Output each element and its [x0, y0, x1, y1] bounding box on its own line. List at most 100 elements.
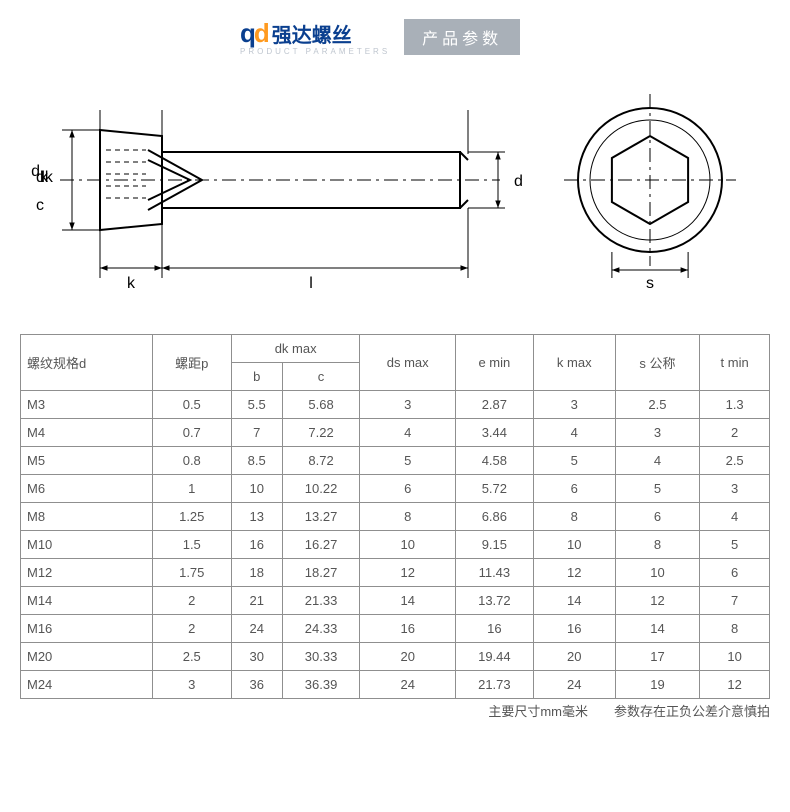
cell-ds: 6 [360, 475, 455, 503]
cell-c: 21.33 [282, 587, 360, 615]
cell-k: 24 [533, 671, 615, 699]
cell-spec: M14 [21, 587, 153, 615]
cell-p: 1.25 [152, 503, 231, 531]
cell-t: 2 [700, 419, 770, 447]
cell-e: 19.44 [455, 643, 533, 671]
cell-e: 16 [455, 615, 533, 643]
cell-c: 7.22 [282, 419, 360, 447]
th-t: t min [700, 335, 770, 391]
cell-p: 2 [152, 587, 231, 615]
cell-e: 13.72 [455, 587, 533, 615]
cell-t: 2.5 [700, 447, 770, 475]
cell-ds: 14 [360, 587, 455, 615]
cell-s: 3 [615, 419, 700, 447]
cell-ds: 24 [360, 671, 455, 699]
cell-spec: M12 [21, 559, 153, 587]
cell-c: 8.72 [282, 447, 360, 475]
cell-spec: M16 [21, 615, 153, 643]
svg-text:l: l [309, 275, 313, 292]
svg-text:k: k [127, 275, 136, 292]
th-dk-c: c [282, 363, 360, 391]
cell-s: 4 [615, 447, 700, 475]
cell-e: 5.72 [455, 475, 533, 503]
cell-p: 0.7 [152, 419, 231, 447]
cell-s: 2.5 [615, 391, 700, 419]
cell-e: 2.87 [455, 391, 533, 419]
cell-t: 1.3 [700, 391, 770, 419]
cell-t: 10 [700, 643, 770, 671]
cell-spec: M5 [21, 447, 153, 475]
logo-letter-d: d [254, 18, 268, 48]
cell-s: 17 [615, 643, 700, 671]
cell-spec: M8 [21, 503, 153, 531]
svg-text:dk: dk [36, 169, 54, 186]
cell-c: 24.33 [282, 615, 360, 643]
cell-k: 8 [533, 503, 615, 531]
cell-e: 21.73 [455, 671, 533, 699]
cell-e: 4.58 [455, 447, 533, 475]
cell-s: 14 [615, 615, 700, 643]
cell-t: 7 [700, 587, 770, 615]
cell-spec: M10 [21, 531, 153, 559]
svg-text:c: c [36, 197, 44, 214]
cell-ds: 5 [360, 447, 455, 475]
cell-ds: 10 [360, 531, 455, 559]
cell-b: 30 [231, 643, 282, 671]
cell-spec: M24 [21, 671, 153, 699]
logo-letter-q: q [240, 18, 254, 48]
cell-p: 2.5 [152, 643, 231, 671]
header: qd 强达螺丝 PRODUCT PARAMETERS 产品参数 [0, 0, 790, 60]
cell-p: 3 [152, 671, 231, 699]
cell-spec: M20 [21, 643, 153, 671]
th-e: e min [455, 335, 533, 391]
svg-text:s: s [646, 275, 654, 292]
cell-spec: M4 [21, 419, 153, 447]
th-k: k max [533, 335, 615, 391]
cell-e: 9.15 [455, 531, 533, 559]
table-row: M50.88.58.7254.58542.5 [21, 447, 770, 475]
cell-c: 30.33 [282, 643, 360, 671]
cell-c: 5.68 [282, 391, 360, 419]
cell-p: 1.75 [152, 559, 231, 587]
brand-logo: qd 强达螺丝 PRODUCT PARAMETERS [240, 18, 390, 56]
cell-e: 3.44 [455, 419, 533, 447]
table-row: M1622424.33161616148 [21, 615, 770, 643]
cell-p: 1.5 [152, 531, 231, 559]
th-dk-b: b [231, 363, 282, 391]
cell-k: 3 [533, 391, 615, 419]
cell-b: 5.5 [231, 391, 282, 419]
table-row: M101.51616.27109.151085 [21, 531, 770, 559]
cell-k: 20 [533, 643, 615, 671]
cell-c: 13.27 [282, 503, 360, 531]
cell-t: 3 [700, 475, 770, 503]
cell-e: 11.43 [455, 559, 533, 587]
cell-k: 16 [533, 615, 615, 643]
cell-t: 4 [700, 503, 770, 531]
cell-b: 24 [231, 615, 282, 643]
table-row: M81.251313.2786.86864 [21, 503, 770, 531]
cell-c: 10.22 [282, 475, 360, 503]
cell-c: 16.27 [282, 531, 360, 559]
table-body: M30.55.55.6832.8732.51.3M40.777.2243.444… [21, 391, 770, 699]
cell-t: 8 [700, 615, 770, 643]
table-row: M30.55.55.6832.8732.51.3 [21, 391, 770, 419]
cell-p: 0.5 [152, 391, 231, 419]
cell-t: 6 [700, 559, 770, 587]
cell-b: 36 [231, 671, 282, 699]
table-row: M1422121.331413.7214127 [21, 587, 770, 615]
spec-table: 螺纹规格d 螺距p dk max ds max e min k max s 公称… [20, 334, 770, 699]
cell-spec: M6 [21, 475, 153, 503]
cell-spec: M3 [21, 391, 153, 419]
cell-ds: 3 [360, 391, 455, 419]
cell-s: 5 [615, 475, 700, 503]
cell-p: 1 [152, 475, 231, 503]
logo-brand-text: 强达螺丝 [272, 19, 352, 48]
cell-s: 12 [615, 587, 700, 615]
cell-b: 8.5 [231, 447, 282, 475]
cell-ds: 20 [360, 643, 455, 671]
cell-k: 14 [533, 587, 615, 615]
footnote: 主要尺寸mm毫米 参数存在正负公差介意慎拍 [20, 701, 770, 720]
cell-ds: 8 [360, 503, 455, 531]
cell-b: 13 [231, 503, 282, 531]
cell-b: 7 [231, 419, 282, 447]
